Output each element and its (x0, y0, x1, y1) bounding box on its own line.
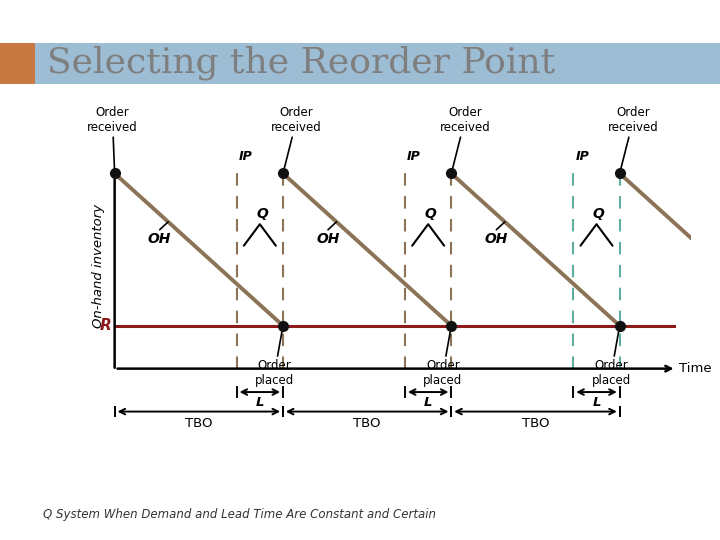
Text: Order
received: Order received (439, 106, 490, 171)
Text: R: R (99, 318, 112, 333)
Text: OH: OH (485, 232, 508, 246)
Text: IP: IP (239, 150, 253, 163)
Text: Selecting the Reorder Point: Selecting the Reorder Point (47, 46, 555, 80)
Text: L: L (593, 396, 600, 409)
Text: L: L (424, 396, 433, 409)
Text: Order
placed: Order placed (255, 328, 294, 387)
Text: TBO: TBO (354, 417, 381, 430)
Text: TBO: TBO (522, 417, 549, 430)
Text: Order
placed: Order placed (423, 328, 462, 387)
Text: Q System When Demand and Lead Time Are Constant and Certain: Q System When Demand and Lead Time Are C… (43, 508, 436, 522)
Text: Order
received: Order received (271, 106, 322, 171)
Text: Order
placed: Order placed (592, 328, 631, 387)
Text: Q: Q (593, 207, 605, 221)
Text: IP: IP (407, 150, 421, 163)
Text: Q: Q (256, 207, 268, 221)
Text: TBO: TBO (185, 417, 212, 430)
Text: OH: OH (148, 232, 171, 246)
Text: L: L (256, 396, 264, 409)
Text: Order
received: Order received (87, 106, 138, 171)
Text: On-hand inventory: On-hand inventory (92, 204, 105, 328)
Text: IP: IP (575, 150, 589, 163)
Text: OH: OH (316, 232, 340, 246)
Text: Q: Q (424, 207, 436, 221)
Text: Order
received: Order received (608, 106, 659, 171)
Text: Time: Time (678, 362, 711, 375)
